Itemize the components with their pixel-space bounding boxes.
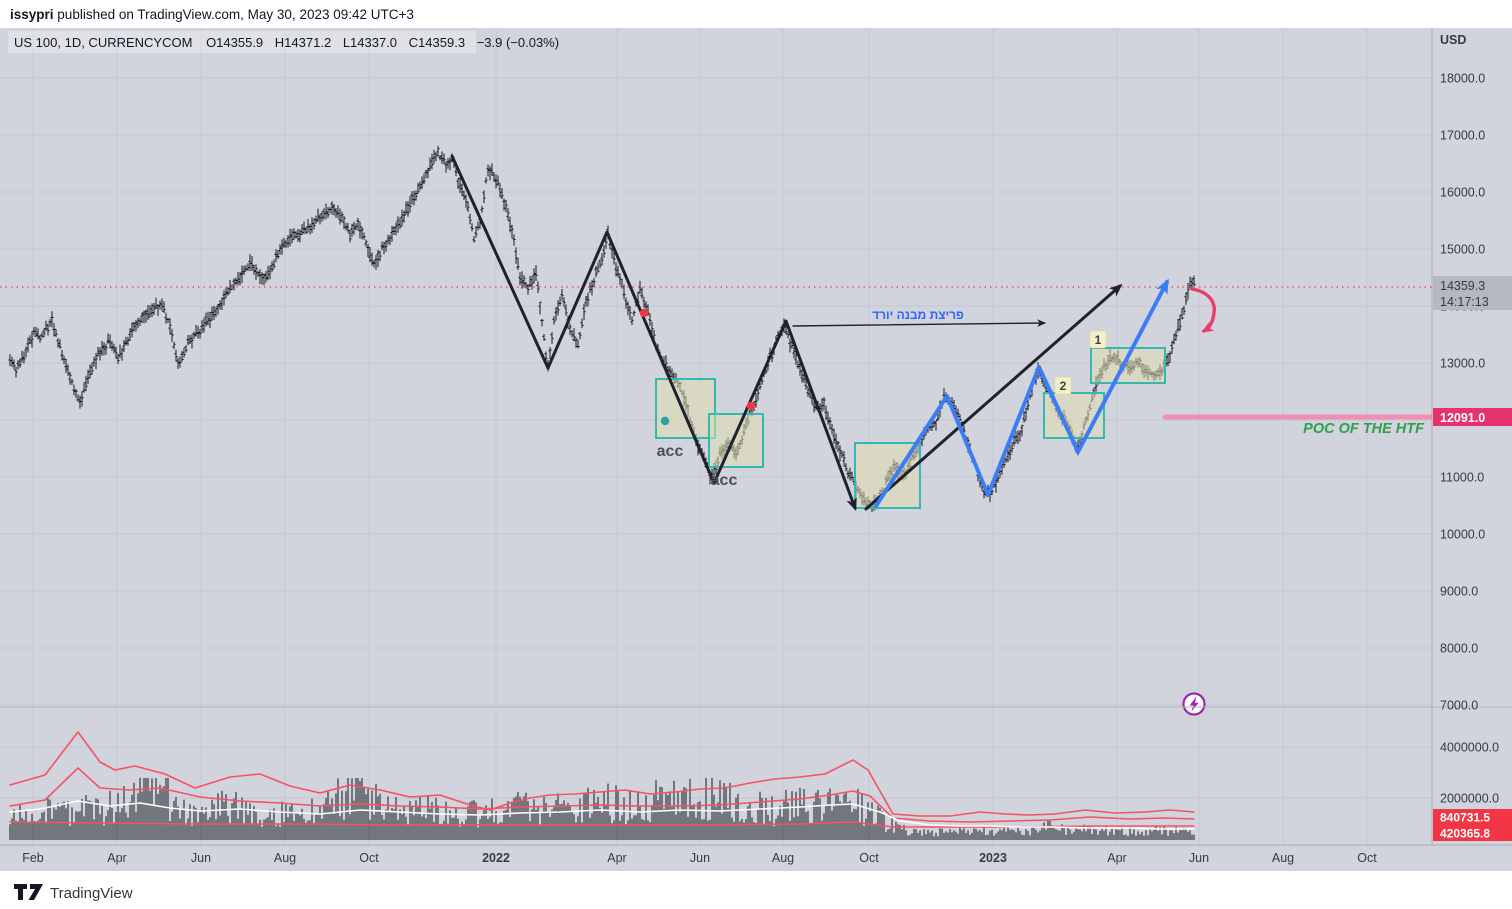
publisher-info: published on TradingView.com, May 30, 20… — [57, 7, 414, 22]
time-tick-label: Aug — [274, 851, 296, 865]
bar-countdown: 14:17:13 — [1440, 295, 1489, 309]
price-scale-background[interactable] — [1432, 28, 1512, 845]
acc-label-2[interactable]: acc — [711, 472, 738, 489]
legend-backdrop — [8, 31, 476, 53]
wave-label-1-text: 1 — [1095, 333, 1102, 347]
volume-ma-line[interactable] — [9, 800, 1195, 830]
volume-band-upper-value: 840731.5 — [1440, 811, 1490, 825]
tradingview-brand[interactable]: TradingView — [14, 884, 133, 902]
last-price-value: 14359.3 — [1440, 279, 1485, 293]
poc-htf-text[interactable]: POC OF THE HTF — [1303, 421, 1425, 437]
boost-flash-icon[interactable] — [1182, 692, 1206, 716]
currency-label: USD — [1440, 33, 1466, 47]
price-tick-label: 15000.0 — [1440, 243, 1485, 257]
price-tick-label: 9000.0 — [1440, 585, 1478, 599]
wave-label-2-text: 2 — [1060, 379, 1067, 393]
publisher-bar: issypri published on TradingView.com, Ma… — [10, 7, 414, 22]
volume-lower-band[interactable] — [9, 821, 1195, 828]
price-tick-label: 7000.0 — [1440, 699, 1478, 713]
price-tick-label: 17000.0 — [1440, 129, 1485, 143]
svg-text:US 100, 1D, CURRENCYCOM: US 100, 1D, CURRENCYCOM O14355.9 H14371.… — [14, 35, 559, 50]
time-tick-label: 2023 — [979, 851, 1007, 865]
time-tick-label: Apr — [107, 851, 126, 865]
signal-dot-red[interactable] — [746, 401, 756, 411]
legend-close: C14359.3 — [409, 35, 465, 50]
accumulation-box[interactable] — [708, 413, 764, 468]
legend-change: −3.9 (−0.03%) — [477, 35, 559, 50]
time-tick-label: Feb — [22, 851, 44, 865]
legend-symbol-title: US 100, 1D, CURRENCYCOM — [14, 35, 192, 50]
time-tick-label: Apr — [1107, 851, 1126, 865]
breakout-structure-text[interactable]: פריצת מבנה יורד — [872, 308, 964, 322]
time-tick-label: 2022 — [482, 851, 510, 865]
price-tick-label: 10000.0 — [1440, 528, 1485, 542]
legend-low: L14337.0 — [343, 35, 397, 50]
downtrend-zigzag-arrow[interactable] — [450, 154, 857, 512]
time-scale-labels: Feb Apr Jun Aug Oct 2022 Apr Jun Aug Oct 2023 Apr Ju… — [22, 851, 1377, 865]
accumulation-box[interactable] — [655, 378, 716, 439]
publisher-author: issypri — [10, 7, 54, 22]
volume-band-lower-value: 420365.8 — [1440, 827, 1490, 841]
volume-mid-band[interactable] — [9, 767, 1195, 823]
time-tick-label: Oct — [859, 851, 879, 865]
last-price-label: 14359.3 14:17:13 — [1433, 276, 1512, 310]
structure-break-arrow[interactable] — [792, 319, 1047, 327]
price-tick-label: 16000.0 — [1440, 186, 1485, 200]
signal-dot-red[interactable] — [639, 308, 649, 318]
volume-tick-label: 2000000.0 — [1440, 792, 1499, 806]
symbol-legend[interactable]: US 100, 1D, CURRENCYCOM O14355.9 H14371.… — [8, 31, 559, 53]
wave-label-1[interactable]: 1 — [1089, 330, 1107, 349]
entry-dot-green[interactable] — [660, 416, 670, 426]
price-tick-label: 8000.0 — [1440, 642, 1478, 656]
tradingview-logo-icon — [14, 884, 43, 900]
tradingview-brand-text: TradingView — [50, 885, 133, 902]
legend-high: H14371.2 — [275, 35, 331, 50]
time-tick-label: Jun — [1189, 851, 1209, 865]
time-tick-label: Apr — [607, 851, 626, 865]
volume-band-labels: 840731.5 420365.8 — [1433, 809, 1512, 841]
volume-upper-band[interactable] — [9, 731, 1195, 817]
legend-open: O14355.9 — [206, 35, 263, 50]
poc-price-value: 12091.0 — [1440, 411, 1485, 425]
time-tick-label: Jun — [690, 851, 710, 865]
pink-rejection-arrow[interactable] — [1190, 287, 1216, 333]
price-tick-label: 18000.0 — [1440, 72, 1485, 86]
acc-label-1[interactable]: acc — [657, 443, 684, 460]
time-tick-label: Oct — [1357, 851, 1377, 865]
wave-label-2[interactable]: 2 — [1054, 376, 1072, 395]
volume-pane[interactable] — [9, 731, 1195, 840]
time-tick-label: Jun — [191, 851, 211, 865]
price-tick-label: 11000.0 — [1440, 471, 1484, 485]
time-tick-label: Aug — [772, 851, 794, 865]
volume-tick-label: 4000000.0 — [1440, 741, 1499, 755]
time-tick-label: Aug — [1272, 851, 1294, 865]
uptrend-trendline-arrow[interactable] — [864, 283, 1123, 511]
blue-projection-zigzag-arrow[interactable] — [874, 278, 1169, 508]
poc-price-label: 12091.0 — [1433, 408, 1512, 426]
analyst-drawings[interactable] — [0, 154, 1436, 512]
time-tick-label: Oct — [359, 851, 379, 865]
price-tick-label: 13000.0 — [1440, 357, 1485, 371]
time-scale-background[interactable] — [0, 845, 1512, 871]
